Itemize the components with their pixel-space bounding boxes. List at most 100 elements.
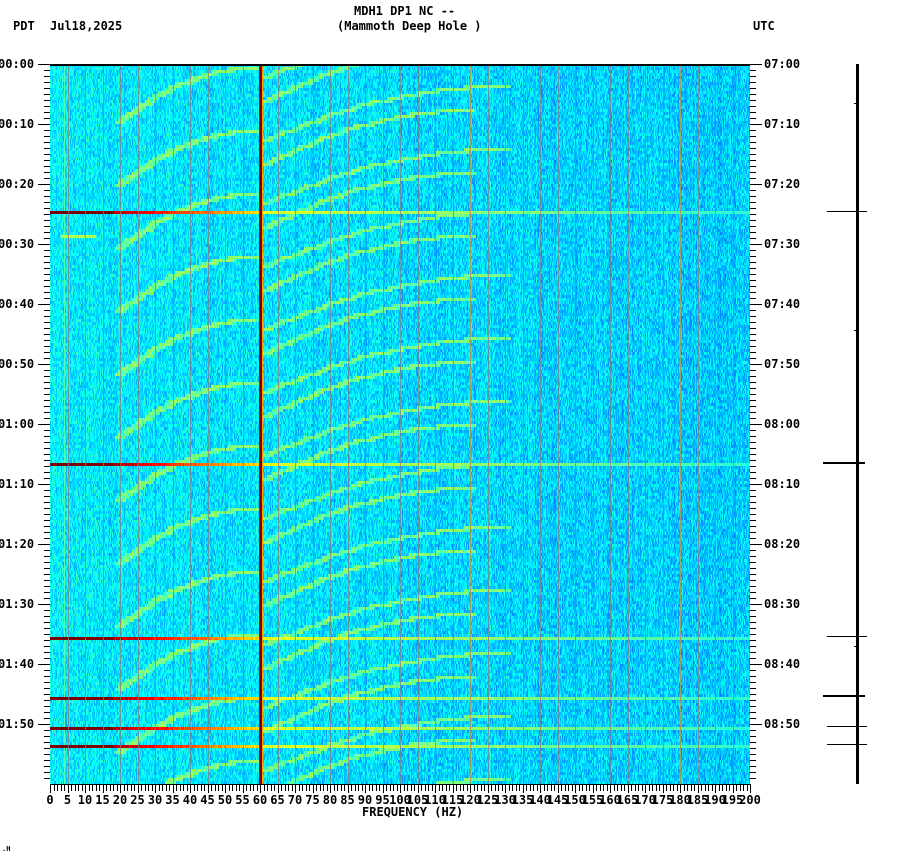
freq-label: 165 bbox=[616, 793, 639, 807]
minor-tick bbox=[750, 226, 756, 227]
minor-tick bbox=[44, 736, 50, 737]
freq-label: 100 bbox=[389, 793, 411, 807]
minor-tick bbox=[442, 784, 443, 791]
minor-tick bbox=[750, 280, 756, 281]
major-tick bbox=[138, 784, 139, 793]
minor-tick bbox=[750, 454, 756, 455]
minor-tick bbox=[481, 784, 482, 791]
minor-tick bbox=[750, 76, 756, 77]
left-time-label: 00:10 bbox=[0, 117, 35, 131]
minor-tick bbox=[582, 784, 583, 791]
minor-tick bbox=[292, 784, 293, 791]
minor-tick bbox=[44, 232, 50, 233]
minor-tick bbox=[44, 406, 50, 407]
minor-tick bbox=[750, 358, 756, 359]
minor-tick bbox=[246, 784, 247, 791]
minor-tick bbox=[44, 298, 50, 299]
minor-tick bbox=[253, 784, 254, 791]
major-tick bbox=[505, 784, 506, 793]
freq-label: 95 bbox=[375, 793, 390, 807]
event-tick bbox=[827, 636, 867, 637]
minor-tick bbox=[750, 520, 756, 521]
minor-tick bbox=[44, 670, 50, 671]
minor-tick bbox=[44, 220, 50, 221]
minor-tick bbox=[750, 208, 756, 209]
minor-tick bbox=[474, 784, 475, 791]
minor-tick bbox=[141, 784, 142, 791]
minor-tick bbox=[449, 784, 450, 791]
major-tick bbox=[348, 784, 349, 793]
minor-tick bbox=[498, 784, 499, 791]
right-time-label: 07:10 bbox=[764, 117, 801, 131]
major-tick bbox=[85, 784, 86, 793]
left-time-label: 01:00 bbox=[0, 417, 35, 431]
minor-tick bbox=[750, 736, 756, 737]
minor-tick bbox=[44, 190, 50, 191]
minor-tick bbox=[44, 754, 50, 755]
minor-tick bbox=[750, 706, 756, 707]
minor-tick bbox=[362, 784, 363, 791]
minor-tick bbox=[750, 322, 756, 323]
minor-tick bbox=[309, 784, 310, 791]
minor-tick bbox=[44, 142, 50, 143]
left-time-label: 01:10 bbox=[0, 477, 35, 491]
major-tick bbox=[260, 784, 261, 793]
minor-tick bbox=[477, 784, 478, 791]
minor-tick bbox=[397, 784, 398, 791]
minor-tick bbox=[44, 772, 50, 773]
minor-tick bbox=[750, 430, 756, 431]
minor-tick bbox=[750, 256, 756, 257]
minor-tick bbox=[99, 784, 100, 791]
minor-tick bbox=[750, 508, 756, 509]
minor-tick bbox=[250, 784, 251, 791]
minor-tick bbox=[44, 418, 50, 419]
minor-tick bbox=[684, 784, 685, 791]
minor-tick bbox=[750, 196, 756, 197]
freq-label: 145 bbox=[546, 793, 569, 807]
minor-tick bbox=[71, 784, 72, 791]
right-time-label: 08:50 bbox=[764, 717, 801, 731]
minor-tick bbox=[92, 784, 93, 791]
minor-tick bbox=[44, 574, 50, 575]
left-timezone-label: PDT bbox=[13, 19, 35, 33]
minor-tick bbox=[547, 784, 548, 791]
minor-tick bbox=[750, 628, 756, 629]
right-time-label: 08:10 bbox=[764, 477, 801, 491]
major-tick bbox=[750, 604, 762, 605]
minor-tick bbox=[750, 562, 756, 563]
minor-tick bbox=[750, 232, 756, 233]
minor-tick bbox=[568, 784, 569, 791]
minor-tick bbox=[502, 784, 503, 791]
event-tick bbox=[827, 744, 867, 745]
freq-label: 60 bbox=[252, 793, 268, 807]
minor-tick bbox=[750, 574, 756, 575]
major-tick bbox=[663, 784, 664, 793]
footer-mark: .H bbox=[2, 845, 11, 853]
minor-tick bbox=[44, 742, 50, 743]
minor-tick bbox=[44, 580, 50, 581]
major-tick bbox=[750, 304, 762, 305]
freq-label: 190 bbox=[704, 793, 726, 807]
minor-tick bbox=[44, 208, 50, 209]
minor-tick bbox=[491, 784, 492, 791]
minor-tick bbox=[750, 694, 756, 695]
minor-tick bbox=[750, 688, 756, 689]
minor-tick bbox=[750, 94, 756, 95]
minor-tick bbox=[44, 766, 50, 767]
minor-tick bbox=[673, 784, 674, 791]
minor-tick bbox=[44, 514, 50, 515]
major-tick bbox=[558, 784, 559, 793]
left-time-label: 00:30 bbox=[0, 237, 35, 251]
minor-tick bbox=[44, 154, 50, 155]
minor-tick bbox=[750, 586, 756, 587]
right-time-label: 07:20 bbox=[764, 177, 801, 191]
major-tick bbox=[750, 64, 762, 65]
minor-tick bbox=[44, 100, 50, 101]
minor-tick bbox=[750, 382, 756, 383]
minor-tick bbox=[44, 94, 50, 95]
minor-tick bbox=[44, 388, 50, 389]
minor-tick bbox=[44, 694, 50, 695]
minor-tick bbox=[750, 610, 756, 611]
minor-tick bbox=[44, 178, 50, 179]
event-tick bbox=[827, 211, 867, 212]
